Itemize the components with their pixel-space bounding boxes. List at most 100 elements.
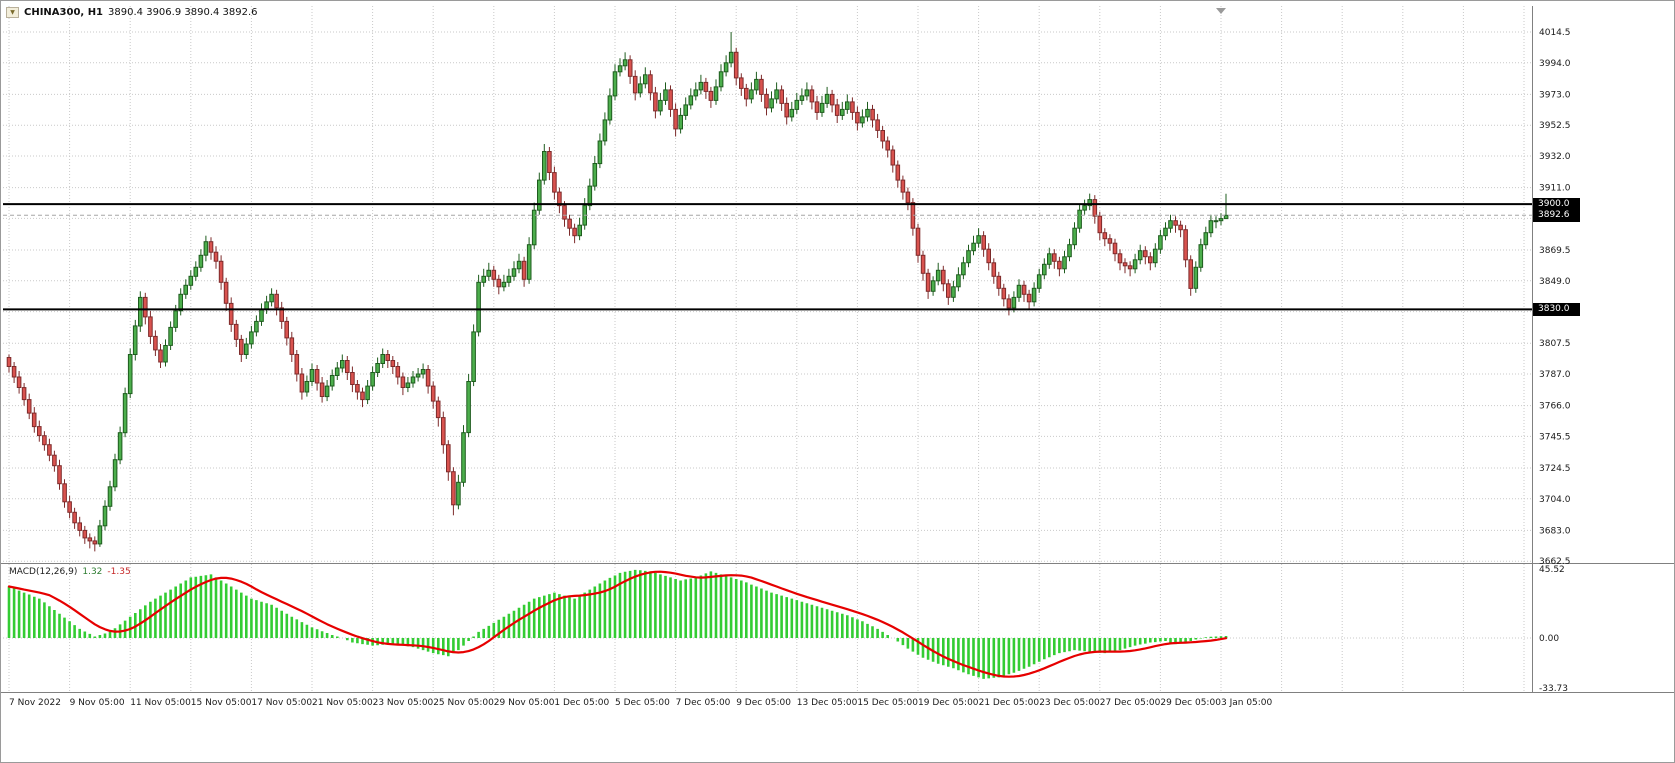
candle [622, 52, 628, 71]
candle [97, 519, 103, 547]
candle [1163, 222, 1168, 241]
svg-text:3869.5: 3869.5 [1539, 246, 1571, 256]
macd-name: MACD(12,26,9) [9, 567, 78, 577]
candle [638, 76, 643, 98]
candle [632, 70, 638, 101]
time-axis[interactable]: 7 Nov 2022 9 Nov 05:00 11 Nov 05:00 15 Nov … [9, 698, 1273, 708]
candle [254, 315, 259, 337]
candle [31, 407, 37, 433]
svg-text:3952.5: 3952.5 [1539, 121, 1571, 131]
candle [350, 366, 355, 393]
svg-text:21 Dec 05:00: 21 Dec 05:00 [979, 698, 1040, 708]
candle [127, 348, 133, 399]
candle [749, 82, 754, 104]
candle [728, 32, 734, 68]
candle [850, 97, 855, 120]
symbol-label: CHINA300, H1 [24, 7, 104, 18]
candle [1148, 252, 1153, 271]
candle [233, 319, 239, 347]
svg-text:3 Jan 05:00: 3 Jan 05:00 [1221, 698, 1273, 708]
svg-text:3911.0: 3911.0 [1539, 184, 1571, 194]
candle [239, 334, 244, 362]
svg-text:45.52: 45.52 [1539, 565, 1565, 575]
candle [112, 453, 118, 492]
candle [6, 354, 12, 373]
candle [511, 261, 517, 281]
candle [380, 348, 385, 368]
svg-text:3849.0: 3849.0 [1539, 277, 1571, 287]
candle [471, 324, 476, 387]
candle [1001, 283, 1007, 307]
candle [986, 243, 992, 271]
candle [481, 268, 486, 287]
candle [163, 339, 168, 367]
candle [67, 495, 72, 519]
candle [1122, 258, 1128, 274]
svg-text:17 Nov 05:00: 17 Nov 05:00 [251, 698, 312, 708]
candle [764, 88, 769, 116]
candle [668, 85, 673, 117]
candle [829, 89, 835, 113]
candle [72, 507, 77, 529]
candle [148, 310, 153, 344]
svg-text:7 Dec 05:00: 7 Dec 05:00 [676, 698, 731, 708]
svg-text:27 Dec 05:00: 27 Dec 05:00 [1100, 698, 1161, 708]
candle [218, 255, 224, 290]
candle [840, 101, 845, 120]
candle [1213, 216, 1219, 229]
candle [698, 74, 704, 95]
svg-text:3683.0: 3683.0 [1539, 526, 1571, 536]
symbol-dropdown-button[interactable]: ▼ [6, 7, 19, 18]
candle [466, 374, 471, 438]
candle [526, 237, 532, 284]
candle [279, 301, 284, 329]
candle [456, 474, 461, 510]
candle [269, 288, 274, 307]
candle [739, 73, 744, 96]
candle [744, 83, 749, 107]
svg-text:23 Nov 05:00: 23 Nov 05:00 [373, 698, 434, 708]
candle [915, 223, 921, 263]
svg-text:3787.0: 3787.0 [1539, 370, 1571, 380]
candle [52, 450, 57, 472]
svg-text:15 Nov 05:00: 15 Nov 05:00 [191, 698, 252, 708]
candle [643, 67, 648, 89]
candle [733, 47, 739, 86]
chart-ohlc-readout: ▼ CHINA300, H1 3890.4 3906.9 3890.4 3892… [6, 7, 258, 18]
candle [855, 106, 860, 131]
svg-text:3973.0: 3973.0 [1539, 90, 1571, 100]
candle [274, 289, 279, 316]
candle [92, 536, 98, 552]
candle [880, 126, 886, 149]
candle [415, 368, 421, 382]
candle [491, 265, 497, 287]
svg-text:3994.0: 3994.0 [1539, 59, 1571, 69]
candle [577, 217, 583, 241]
candle [138, 291, 143, 332]
candle [941, 265, 946, 292]
candle [37, 420, 42, 442]
candle [1153, 243, 1158, 268]
candle [345, 356, 350, 380]
candle [834, 98, 840, 123]
candle [1062, 250, 1067, 274]
candle [178, 288, 183, 316]
ohlc-values: 3890.4 3906.9 3890.4 3892.6 [108, 7, 258, 18]
svg-text:3704.0: 3704.0 [1539, 495, 1571, 505]
candle [794, 92, 800, 114]
svg-text:19 Dec 05:00: 19 Dec 05:00 [918, 698, 979, 708]
candle [693, 82, 699, 101]
candle [1117, 249, 1123, 271]
candle [996, 271, 1002, 296]
candle [355, 380, 360, 400]
candle [395, 362, 401, 385]
candle [1137, 244, 1143, 265]
svg-text:9 Nov 05:00: 9 Nov 05:00 [70, 698, 125, 708]
candle [299, 368, 305, 400]
candle [688, 88, 694, 110]
svg-text:3745.5: 3745.5 [1539, 432, 1571, 442]
candle [435, 396, 441, 427]
candle [122, 387, 128, 438]
candle [360, 387, 365, 408]
